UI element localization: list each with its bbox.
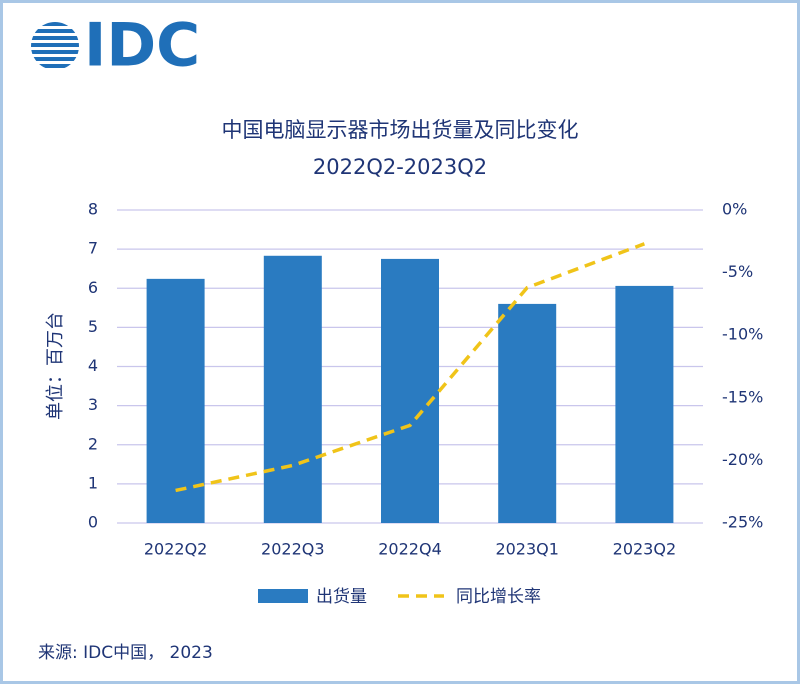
line [175,242,646,493]
y-tick-label: 3 [88,395,98,414]
y2-tick-label: -20% [722,450,763,469]
bar [381,258,439,523]
y-tick-label: 0 [88,513,98,532]
y-tick-label: 8 [88,200,98,219]
legend-swatch [258,589,308,603]
chart-subtitle: 2022Q2-2023Q2 [313,155,487,179]
y-tick-label: 7 [88,239,98,258]
logo-mark [31,22,79,68]
x-tick-label: 2022Q4 [378,540,442,559]
logo: IDC [84,11,200,81]
y2-tick-label: -5% [722,262,753,281]
x-tick-label: 2022Q3 [261,540,325,559]
y2-tick-label: 0% [722,200,747,219]
legend-label: 同比增长率 [456,587,541,607]
x-tick-label: 2023Q1 [495,540,559,559]
y-tick-label: 1 [88,473,98,492]
y2-tick-label: -10% [722,325,763,344]
y2-tick-label: -25% [722,513,763,532]
source-note: 来源: IDC中国， 2023 [38,643,213,663]
bar [498,303,557,523]
y-tick-label: 2 [88,434,98,453]
x-tick-label: 2022Q2 [144,540,208,559]
bar [146,278,205,523]
y-tick-label: 6 [88,278,98,297]
y-tick-label: 4 [88,356,98,375]
y2-tick-label: -15% [722,387,763,406]
y-axis-label: 单位：百万台 [45,312,66,420]
y-tick-label: 5 [88,317,98,336]
chart-title: 中国电脑显示器市场出货量及同比变化 [222,118,579,142]
bar [615,285,674,523]
legend-label: 出货量 [316,587,367,607]
x-tick-label: 2023Q2 [613,540,677,559]
bar [263,255,322,523]
